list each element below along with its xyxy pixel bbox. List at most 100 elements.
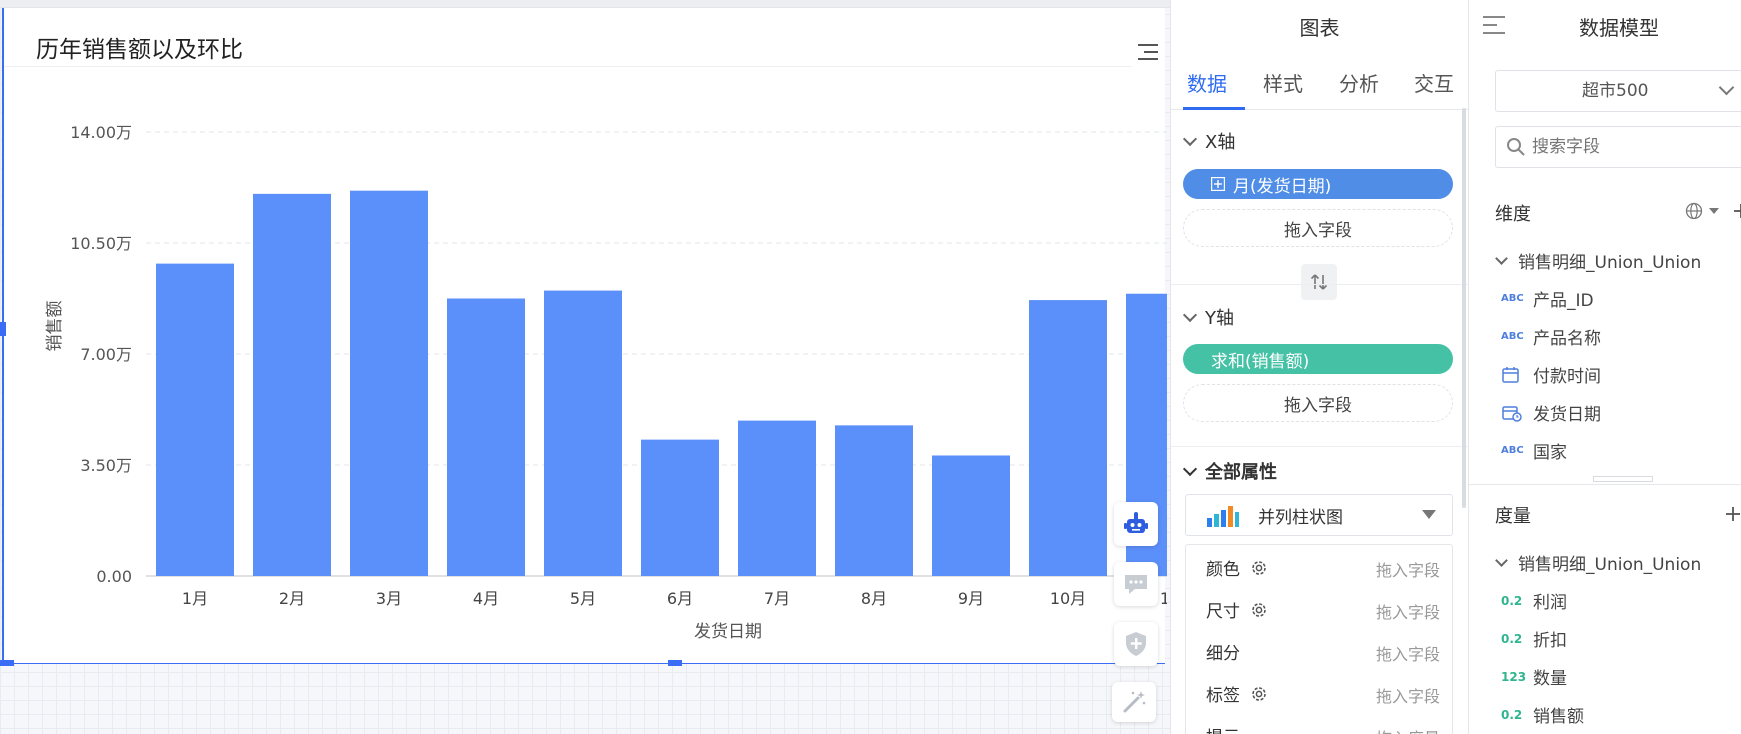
- property-row: 颜色 拖入字段: [1186, 545, 1452, 587]
- measures-label: 度量: [1495, 506, 1531, 527]
- collapse-panel-icon[interactable]: [1483, 16, 1505, 34]
- x-axis-title: 发货日期: [694, 622, 762, 642]
- tab-data[interactable]: 数据: [1187, 72, 1227, 96]
- resize-handle-bottom[interactable]: [668, 660, 682, 666]
- x-axis-drop-zone[interactable]: 拖入字段: [1183, 209, 1453, 247]
- property-drop-zone[interactable]: 拖入字段: [1375, 603, 1440, 622]
- chart-widget[interactable]: 历年销售额以及环比 0.00 3.50万 7.00万 10.50万 14.00万 1月 2月…: [0, 8, 1167, 666]
- field-name: 产品名称: [1533, 329, 1601, 349]
- x-axis-field-pill[interactable]: 月(发货日期): [1183, 169, 1453, 199]
- gear-icon[interactable]: [1250, 685, 1268, 703]
- chevron-down-icon: [1495, 554, 1508, 567]
- chart-title: 历年销售额以及环比: [36, 37, 243, 63]
- bar: [156, 263, 234, 576]
- tab-analysis[interactable]: 分析: [1339, 72, 1379, 96]
- add-measure-icon[interactable]: [1725, 506, 1741, 522]
- x-tick-label: 2月: [279, 589, 305, 608]
- x-tick-label: 3月: [376, 589, 402, 608]
- field-name: 国家: [1533, 443, 1567, 463]
- x-tick-label: 1月: [182, 589, 208, 608]
- magic-wand-icon: [1123, 691, 1146, 713]
- magic-button[interactable]: [1112, 682, 1156, 722]
- chart-type-select[interactable]: 并列柱状图: [1185, 494, 1453, 536]
- field-name: 发货日期: [1533, 405, 1601, 425]
- caret-down-icon: [1422, 510, 1436, 519]
- bar: [932, 455, 1010, 576]
- property-drop-zone[interactable]: 拖入度量: [1376, 725, 1440, 734]
- field-item[interactable]: ABC 国家: [1501, 438, 1567, 463]
- y-tick-label: 10.50万: [70, 234, 132, 253]
- all-props-section[interactable]: 全部属性: [1182, 458, 1277, 484]
- property-name: 尺寸: [1206, 602, 1240, 622]
- widget-menu-icon[interactable]: [1138, 44, 1158, 62]
- property-row: 尺寸 拖入字段: [1186, 587, 1452, 629]
- dimension-scrollbar[interactable]: [1593, 476, 1653, 482]
- field-item[interactable]: 123 数量: [1501, 664, 1567, 689]
- chart-config-panel: 图表 数据 样式 分析 交互 X轴 月(发货日期) 拖入字段 Y轴 求和(销售额…: [1170, 0, 1469, 734]
- field-item[interactable]: ABC 产品_ID: [1501, 286, 1594, 311]
- field-item[interactable]: 发货日期: [1501, 400, 1601, 425]
- calendar-clock-icon: [1502, 405, 1522, 422]
- property-label: 提示: [1206, 723, 1240, 734]
- property-drop-zone[interactable]: 拖入字段: [1375, 687, 1440, 706]
- resize-handle-left[interactable]: [0, 322, 6, 336]
- group-divider: [1469, 484, 1741, 485]
- comment-button[interactable]: [1114, 562, 1158, 606]
- search-icon: [1507, 138, 1525, 156]
- bar-chart: 0.00 3.50万 7.00万 10.50万 14.00万 1月 2月 3月 4月 5月 6月 7月…: [45, 123, 1167, 642]
- bar: [641, 439, 719, 576]
- property-name: 颜色: [1206, 560, 1240, 580]
- panel-title: 图表: [1299, 16, 1340, 40]
- x-tick-label: 10月: [1050, 589, 1086, 608]
- resize-handle-corner[interactable]: [0, 660, 14, 666]
- globe-icon[interactable]: [1685, 202, 1703, 220]
- gear-icon[interactable]: [1250, 601, 1268, 619]
- swap-arrows-icon: [1310, 274, 1328, 290]
- tab-interaction[interactable]: 交互: [1414, 72, 1454, 96]
- field-name: 产品_ID: [1533, 291, 1594, 311]
- property-row: 提示 拖入度量: [1186, 713, 1452, 734]
- dataset-select[interactable]: 超市500: [1495, 70, 1741, 112]
- security-button[interactable]: [1114, 622, 1158, 666]
- y-axis-field-pill[interactable]: 求和(销售额): [1183, 344, 1453, 374]
- property-label: 颜色: [1206, 555, 1268, 580]
- x-axis-section[interactable]: X轴: [1182, 128, 1236, 154]
- field-item[interactable]: 0.2 利润: [1501, 588, 1567, 613]
- expand-box-icon[interactable]: [1211, 177, 1225, 191]
- bar: [738, 420, 816, 576]
- property-row: 细分 拖入字段: [1186, 629, 1452, 671]
- add-dimension-icon[interactable]: [1733, 203, 1741, 219]
- gear-icon[interactable]: [1250, 559, 1268, 577]
- property-label: 尺寸: [1206, 597, 1268, 622]
- number-type-icon: 123: [1501, 669, 1527, 684]
- swap-axes-button[interactable]: [1301, 264, 1337, 300]
- property-drop-zone[interactable]: 拖入字段: [1375, 645, 1440, 664]
- ai-assistant-button[interactable]: [1114, 502, 1158, 546]
- field-search[interactable]: [1495, 126, 1741, 168]
- x-tick-label: 7月: [764, 589, 790, 608]
- bar: [835, 425, 913, 576]
- field-item[interactable]: ABC 产品名称: [1501, 324, 1601, 349]
- property-drop-zone[interactable]: 拖入字段: [1375, 561, 1440, 580]
- field-item[interactable]: 0.2 销售额: [1501, 702, 1584, 727]
- field-item[interactable]: 0.2 折扣: [1501, 626, 1567, 651]
- y-axis-section[interactable]: Y轴: [1182, 304, 1234, 330]
- y-axis-drop-zone[interactable]: 拖入字段: [1183, 384, 1453, 422]
- x-axis-label: X轴: [1205, 132, 1236, 153]
- property-label: 标签: [1206, 681, 1268, 706]
- property-label: 细分: [1206, 639, 1240, 664]
- field-item[interactable]: 付款时间: [1501, 362, 1601, 387]
- tab-style[interactable]: 样式: [1263, 72, 1303, 96]
- search-input[interactable]: [1532, 137, 1712, 157]
- title-divider: [4, 66, 1132, 67]
- caret-down-icon[interactable]: [1709, 208, 1719, 214]
- panel-scrollbar[interactable]: [1462, 108, 1466, 508]
- x-tick-label: 9月: [958, 589, 984, 608]
- dimension-table-node[interactable]: 销售明细_Union_Union: [1495, 248, 1701, 273]
- field-name: 利润: [1533, 593, 1567, 613]
- x-tick-label: 8月: [861, 589, 887, 608]
- text-type-icon: ABC: [1501, 331, 1524, 342]
- measure-table-label: 销售明细_Union_Union: [1518, 555, 1702, 575]
- grouped-bar-chart-icon: [1207, 506, 1239, 527]
- measure-table-node[interactable]: 销售明细_Union_Union: [1495, 550, 1702, 575]
